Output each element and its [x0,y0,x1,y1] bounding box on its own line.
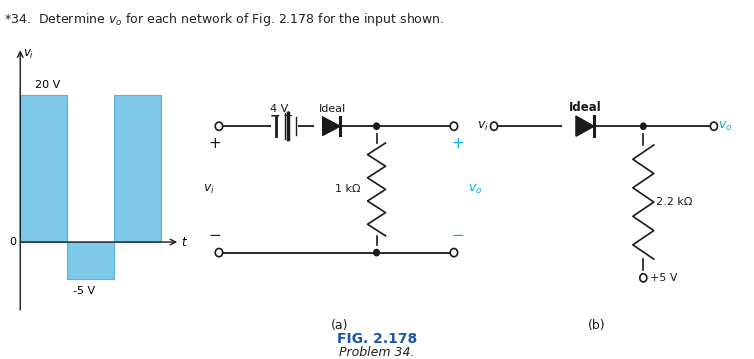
Circle shape [640,274,647,282]
Text: 0: 0 [10,237,17,247]
Circle shape [215,122,222,130]
Text: 2.2 kΩ: 2.2 kΩ [655,197,692,207]
Text: $t$: $t$ [181,236,188,248]
Circle shape [374,123,379,129]
Text: $v_i$: $v_i$ [23,47,34,61]
Text: 1 kΩ: 1 kΩ [336,185,360,195]
Bar [114,95,161,242]
Text: FIG. 2.178: FIG. 2.178 [337,332,417,346]
Text: 20 V: 20 V [35,80,60,90]
Text: $v_o$: $v_o$ [468,183,483,196]
Text: $v_o$: $v_o$ [718,120,732,133]
Text: (a): (a) [330,319,348,332]
Text: +5 V: +5 V [650,273,678,283]
Text: −: − [208,228,221,243]
Text: −: − [270,109,280,122]
Text: $v_i$: $v_i$ [477,120,489,133]
Circle shape [710,122,717,130]
Bar [20,95,67,242]
Text: −: − [452,228,464,243]
Circle shape [450,122,458,130]
Text: *34.  Determine $v_o$ for each network of Fig. 2.178 for the input shown.: *34. Determine $v_o$ for each network of… [4,11,444,28]
Circle shape [374,250,379,256]
Text: (b): (b) [588,319,606,332]
Polygon shape [576,116,594,136]
Text: Problem 34.: Problem 34. [339,346,415,359]
Text: Ideal: Ideal [569,101,602,114]
Text: -5 V: -5 V [72,286,95,296]
Text: +: + [208,136,221,151]
Text: +: + [452,136,464,151]
Text: $v_i$: $v_i$ [203,183,215,196]
Text: Ideal: Ideal [319,104,346,114]
Text: 4 V: 4 V [270,104,288,114]
Circle shape [215,248,222,257]
Circle shape [450,248,458,257]
Circle shape [641,123,646,129]
Circle shape [491,122,498,130]
Polygon shape [323,117,340,135]
Bar [67,242,114,279]
Text: +: + [283,109,293,122]
